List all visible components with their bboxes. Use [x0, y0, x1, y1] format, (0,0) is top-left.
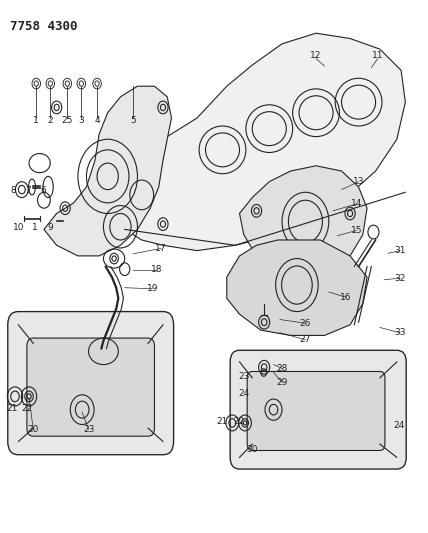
- Text: 24: 24: [393, 421, 404, 430]
- FancyBboxPatch shape: [8, 312, 174, 455]
- Text: 1: 1: [32, 223, 37, 232]
- Text: 24: 24: [238, 389, 250, 398]
- Text: 30: 30: [247, 445, 258, 454]
- FancyBboxPatch shape: [27, 338, 155, 436]
- Text: 21: 21: [217, 417, 228, 426]
- Polygon shape: [125, 33, 405, 251]
- Text: 7758 4300: 7758 4300: [10, 20, 77, 33]
- Text: 20: 20: [27, 425, 39, 434]
- Text: 22: 22: [233, 417, 244, 426]
- Polygon shape: [227, 240, 367, 335]
- Text: 29: 29: [276, 377, 288, 386]
- FancyBboxPatch shape: [247, 372, 385, 450]
- Text: 31: 31: [395, 246, 406, 255]
- Text: 28: 28: [276, 364, 288, 373]
- Text: 16: 16: [340, 293, 351, 302]
- Polygon shape: [240, 166, 367, 277]
- Text: 19: 19: [147, 284, 158, 293]
- Text: 1: 1: [33, 116, 39, 125]
- Text: 8: 8: [10, 186, 16, 195]
- Text: 5: 5: [131, 116, 136, 125]
- Text: 4: 4: [94, 116, 100, 125]
- Text: 32: 32: [395, 273, 406, 282]
- Text: 13: 13: [353, 177, 364, 186]
- Text: 18: 18: [151, 265, 162, 274]
- Text: 21: 21: [6, 404, 18, 413]
- Text: 14: 14: [351, 199, 362, 208]
- FancyBboxPatch shape: [230, 350, 406, 469]
- Text: 17: 17: [155, 244, 166, 253]
- Text: 23: 23: [83, 425, 94, 434]
- Text: 9: 9: [48, 223, 54, 232]
- Text: 6: 6: [40, 186, 46, 195]
- Text: 22: 22: [21, 404, 33, 413]
- Text: 23: 23: [238, 372, 250, 381]
- Text: 3: 3: [78, 116, 84, 125]
- Text: 11: 11: [372, 51, 383, 60]
- Text: 26: 26: [300, 319, 311, 328]
- Polygon shape: [44, 86, 172, 256]
- Text: 33: 33: [395, 328, 406, 337]
- Text: 15: 15: [351, 226, 362, 235]
- Text: 7: 7: [25, 186, 31, 195]
- Text: 10: 10: [13, 223, 24, 232]
- Text: 2: 2: [48, 116, 53, 125]
- Text: 12: 12: [310, 51, 322, 60]
- Text: 27: 27: [300, 335, 311, 344]
- Text: 25: 25: [62, 116, 73, 125]
